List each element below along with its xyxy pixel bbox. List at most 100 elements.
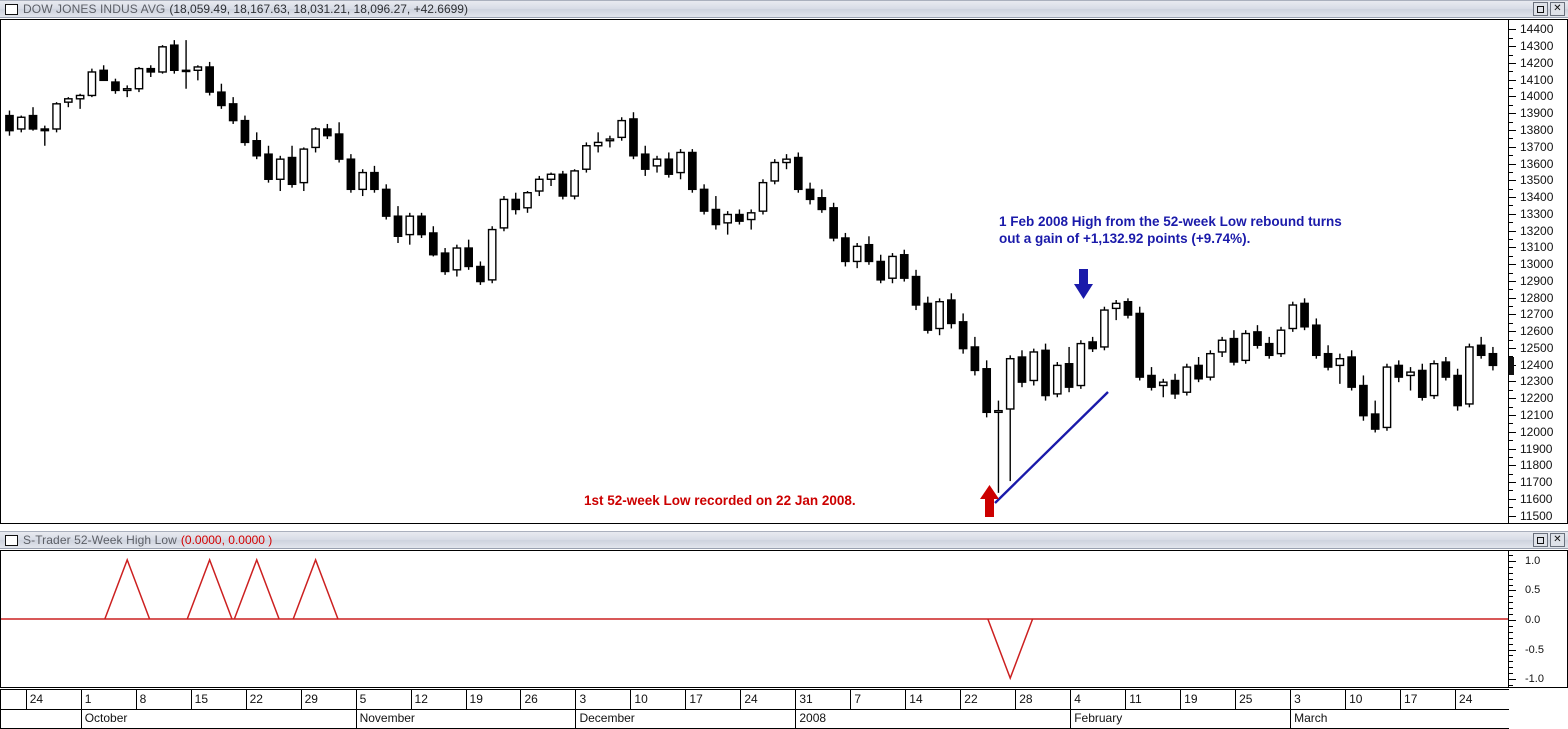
date-axis-day-cell: 5 <box>355 690 411 709</box>
price-panel-ohlc-values: (18,059.49, 18,167.63, 18,031.21, 18,096… <box>169 2 468 16</box>
price-tick <box>1509 247 1516 249</box>
price-tick-label: 13600 <box>1520 156 1554 171</box>
price-tick <box>1509 163 1516 165</box>
indicator-minor-tick <box>1509 685 1513 687</box>
date-axis-month-cell: December <box>575 710 775 729</box>
price-tick <box>1509 347 1516 349</box>
date-axis-month-cell: March <box>1290 710 1490 729</box>
price-tick <box>1509 381 1516 383</box>
red-up-arrow-icon <box>980 485 999 517</box>
price-tick-label: 13200 <box>1520 223 1554 238</box>
date-axis-day-label: 1 <box>84 692 92 706</box>
price-tick <box>1509 230 1516 232</box>
indicator-panel-close-button[interactable]: ✕ <box>1550 533 1565 547</box>
price-tick-label: 12500 <box>1520 340 1554 355</box>
indicator-minor-tick <box>1509 673 1513 675</box>
indicator-minor-tick <box>1509 679 1513 681</box>
price-tick-label: 13000 <box>1520 257 1554 272</box>
price-tick-label: 11800 <box>1520 458 1553 473</box>
price-tick <box>1509 398 1516 400</box>
price-tick-label: 11600 <box>1520 491 1553 506</box>
date-axis-day-cell: 14 <box>905 690 960 709</box>
date-axis-day-label: 3 <box>1294 692 1301 706</box>
indicator-panel-window-controls: ✕ <box>1533 533 1565 547</box>
indicator-tick-label: -1.0 <box>1525 673 1544 686</box>
date-axis-day-cell: 11 <box>1125 690 1180 709</box>
indicator-minor-tick <box>1509 554 1513 556</box>
date-axis-day-cell: 8 <box>135 690 191 709</box>
price-minor-tick <box>1509 507 1513 509</box>
indicator-minor-tick <box>1509 578 1513 580</box>
price-minor-tick <box>1509 205 1513 207</box>
date-axis-day-label: 7 <box>854 692 861 706</box>
date-axis-month-row: October November December 2008 February March <box>1 710 1509 729</box>
price-panel-close-button[interactable]: ✕ <box>1550 2 1565 16</box>
indicator-minor-tick <box>1509 661 1513 663</box>
price-tick-label: 12200 <box>1520 391 1554 406</box>
price-tick <box>1509 197 1516 199</box>
price-tick <box>1509 297 1516 299</box>
price-minor-tick <box>1509 389 1513 391</box>
restore-icon <box>1537 536 1544 544</box>
price-tick-label: 11900 <box>1520 441 1553 456</box>
indicator-color-swatch-icon[interactable] <box>5 534 18 546</box>
indicator-chart-plot[interactable] <box>0 550 1509 688</box>
restore-icon <box>1537 5 1544 13</box>
price-tick-label: 13800 <box>1520 122 1554 137</box>
date-axis-day-label: 31 <box>799 692 813 706</box>
price-minor-tick <box>1509 222 1513 224</box>
date-axis-month-label: November <box>359 711 415 725</box>
date-axis-day-cell: 4 <box>1070 690 1125 709</box>
price-tick-label: 11700 <box>1520 475 1553 490</box>
indicator-minor-tick <box>1509 614 1513 616</box>
price-tick-label: 14100 <box>1520 72 1554 87</box>
price-minor-tick <box>1509 71 1513 73</box>
indicator-minor-tick <box>1509 560 1513 562</box>
price-tick <box>1509 280 1516 282</box>
price-tick <box>1509 46 1516 48</box>
date-axis-day-label: 17 <box>689 692 703 706</box>
date-axis-month-label: October <box>84 711 128 725</box>
price-tick <box>1509 465 1516 467</box>
price-tick <box>1509 62 1516 64</box>
price-tick <box>1509 448 1516 450</box>
date-axis-day-label: 22 <box>964 692 978 706</box>
price-chart-plot[interactable] <box>0 19 1509 524</box>
indicator-panel-titlebar[interactable]: S-Trader 52-Week High Low (0.0000, 0.000… <box>0 531 1568 549</box>
price-tick <box>1509 515 1516 517</box>
date-axis-day-label: 8 <box>139 692 147 706</box>
date-axis-day-cell: 1 <box>80 690 136 709</box>
price-tick-label: 12400 <box>1520 357 1554 372</box>
price-tick <box>1509 314 1516 316</box>
date-axis-day-cell: 31 <box>795 690 850 709</box>
indicator-panel-restore-button[interactable] <box>1533 533 1548 547</box>
price-minor-tick <box>1509 37 1513 39</box>
indicator-minor-tick <box>1509 655 1513 657</box>
indicator-minor-tick <box>1509 620 1513 621</box>
date-axis-day-cell: 28 <box>1015 690 1070 709</box>
date-axis-day-label: 12 <box>414 692 428 706</box>
date-axis-day-cell: 22 <box>245 690 301 709</box>
blue-annotation-line2: out a gain of +1,132.92 points (+9.74%). <box>999 231 1251 246</box>
date-axis[interactable]: 24 1 8 15 22 29 5 12 19 26 3 10 17 24 31 7 14 22 28 4 11 19 25… <box>0 689 1509 729</box>
close-icon: ✕ <box>1553 3 1562 14</box>
price-panel-titlebar[interactable]: DOW JONES INDUS AVG (18,059.49, 18,167.6… <box>0 0 1568 18</box>
indicator-y-axis[interactable]: 1.0 0.5 0.0 -0.5 -1.0 <box>1509 550 1568 688</box>
price-panel-restore-button[interactable] <box>1533 2 1548 16</box>
price-minor-tick <box>1509 171 1513 173</box>
date-axis-day-label: 24 <box>29 692 44 706</box>
indicator-tick-label: 0.5 <box>1525 584 1541 597</box>
price-tick <box>1509 113 1516 115</box>
indicator-minor-tick <box>1509 649 1513 651</box>
price-tick <box>1509 79 1516 81</box>
date-axis-day-cell: 24 <box>740 690 795 709</box>
indicator-panel-values: (0.0000, 0.0000 ) <box>180 533 273 547</box>
price-minor-tick <box>1509 440 1513 442</box>
price-tick-label: 12300 <box>1520 374 1554 389</box>
candlestick-series <box>5 40 1498 493</box>
price-minor-tick <box>1509 138 1513 140</box>
price-y-axis[interactable]: 14400 14300 14200 14100 14000 13900 13800 13700… <box>1509 19 1568 524</box>
date-axis-day-cell: 24 <box>1455 690 1510 709</box>
date-axis-day-cell: 3 <box>575 690 630 709</box>
panel-color-swatch-icon[interactable] <box>5 3 18 15</box>
